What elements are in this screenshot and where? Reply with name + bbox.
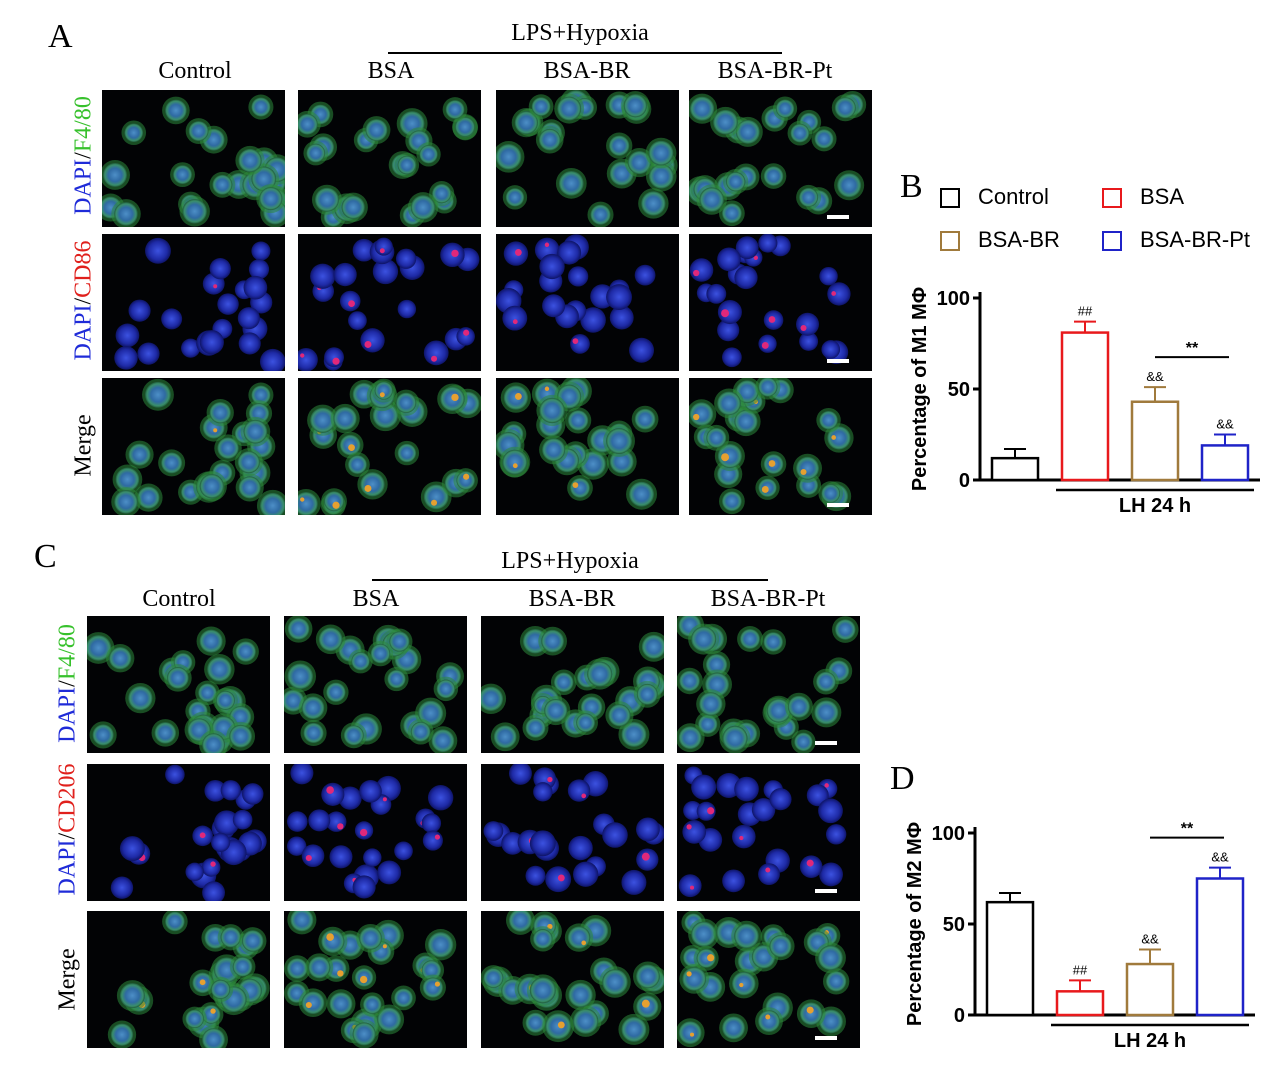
- panel-c-image-cd206-bsa-br-pt: [677, 764, 860, 901]
- legend-label-bsa: BSA: [1140, 184, 1185, 209]
- significance-marker: ##: [1078, 304, 1093, 319]
- group-bracket-label: LH 24 h: [1119, 495, 1191, 517]
- panel-a-row-label-merge: Merge: [70, 414, 97, 477]
- panel-c-col-bsa-br-pt: BSA-BR-Pt: [710, 586, 826, 612]
- panel-c-col-bsa-br: BSA-BR: [528, 586, 616, 612]
- panel-a-col-bsa-br-pt: BSA-BR-Pt: [717, 58, 833, 84]
- panel-c-image-cd206-bsa: [284, 764, 467, 901]
- panel-a-image-merge-bsa: [298, 378, 481, 515]
- y-tick-label: 50: [943, 914, 965, 936]
- significance-marker: &&: [1141, 931, 1159, 946]
- panel-a-image-f480-bsa-br-pt: [689, 90, 872, 227]
- comparison-label: **: [1181, 821, 1194, 838]
- panel-a-image-f480-bsa: [298, 90, 481, 227]
- significance-marker: &&: [1146, 369, 1164, 384]
- y-tick-label: 50: [948, 379, 970, 401]
- chart-m2-svg: 0 50 100 Percentage of M2 MΦ ## && && ** LH 24 h: [904, 821, 1255, 1052]
- panel-c-group-line: [372, 579, 768, 581]
- legend-swatch-bsa-br-pt: [1102, 231, 1122, 251]
- panel-a-image-f480-bsa-br: [496, 90, 679, 227]
- panel-c-image-f480-control: [87, 616, 270, 753]
- bar-control: [990, 456, 1040, 482]
- panel-c-col-control: Control: [142, 586, 216, 612]
- panel-c-col-bsa: BSA: [352, 586, 400, 612]
- panel-d-letter: D: [890, 760, 915, 797]
- significance-marker: ##: [1073, 962, 1088, 977]
- y-tick-label: 0: [954, 1005, 965, 1027]
- panel-a-row-label-cd86: DAPI/CD86: [70, 240, 97, 361]
- panel-c-image-f480-bsa-br-pt: [677, 616, 860, 753]
- panel-c-image-f480-bsa: [284, 616, 467, 753]
- comparison-label: **: [1186, 340, 1199, 357]
- bar-bsa-br-pt: [1200, 444, 1250, 482]
- panel-c-image-cd206-bsa-br: [481, 764, 664, 901]
- panel-a-image-cd86-bsa-br-pt: [689, 234, 872, 371]
- panel-b-letter: B: [900, 168, 923, 205]
- panel-a-image-merge-bsa-br: [496, 378, 679, 515]
- chart-m2: 0 50 100 Percentage of M2 MΦ ## && && ** LH 24 h: [895, 815, 1275, 1060]
- bar-bsa-br-pt: [1195, 877, 1245, 1017]
- panel-a-image-cd86-bsa-br: [496, 234, 679, 371]
- legend-swatch-bsa-br: [940, 231, 960, 251]
- legend-swatch-bsa: [1102, 188, 1122, 208]
- panel-a-col-bsa-br: BSA-BR: [543, 58, 631, 84]
- panel-c-row-label-merge: Merge: [54, 948, 81, 1011]
- y-tick-label: 0: [959, 470, 970, 492]
- significance-marker: &&: [1211, 850, 1229, 865]
- panel-a-col-bsa: BSA: [367, 58, 415, 84]
- y-axis-label: Percentage of M2 MΦ: [904, 822, 926, 1026]
- panel-a-image-merge-control: [102, 378, 285, 515]
- bar-bsa: [1055, 990, 1105, 1017]
- panel-a-group-label: LPS+Hypoxia: [511, 20, 649, 46]
- panel-a-image-cd86-control: [102, 234, 285, 371]
- group-bracket-label: LH 24 h: [1114, 1030, 1186, 1052]
- legend-label-control: Control: [978, 184, 1049, 209]
- panel-a-image-f480-control: [102, 90, 285, 227]
- panel-a-col-control: Control: [158, 58, 232, 84]
- panel-c-image-merge-bsa: [284, 911, 467, 1048]
- panel-a-image-merge-bsa-br-pt: [689, 378, 872, 515]
- panel-c-image-merge-control: [87, 911, 270, 1048]
- panel-c-image-f480-bsa-br: [481, 616, 664, 753]
- y-axis-label: Percentage of M1 MΦ: [909, 287, 931, 491]
- y-tick-label: 100: [932, 823, 965, 845]
- panel-a-letter: A: [48, 18, 73, 55]
- chart-m1: 0 50 100 Percentage of M1 MΦ ## && && ** LH 24 h: [900, 280, 1280, 520]
- panel-c-group-label: LPS+Hypoxia: [501, 548, 639, 574]
- bar-bsa-br: [1125, 962, 1175, 1017]
- bar-bsa: [1060, 331, 1110, 482]
- panel-c-row-label-cd206: DAPI/CD206: [54, 763, 81, 896]
- chart-m1-svg: 0 50 100 Percentage of M1 MΦ ## && && ** LH 24 h: [909, 287, 1260, 517]
- legend-label-bsa-br: BSA-BR: [978, 227, 1060, 252]
- y-tick-label: 100: [937, 288, 970, 310]
- legend-swatch-control: [940, 188, 960, 208]
- bar-control: [985, 900, 1035, 1017]
- panel-c-image-merge-bsa-br-pt: [677, 911, 860, 1048]
- legend: Control BSA BSA-BR BSA-BR-Pt: [940, 180, 1280, 260]
- significance-marker: &&: [1216, 417, 1234, 432]
- panel-c-image-cd206-control: [87, 764, 270, 901]
- legend-label-bsa-br-pt: BSA-BR-Pt: [1140, 227, 1251, 252]
- panel-a-image-cd86-bsa: [298, 234, 481, 371]
- panel-c-letter: C: [34, 538, 57, 575]
- panel-c-image-merge-bsa-br: [481, 911, 664, 1048]
- panel-a-group-line: [388, 52, 782, 54]
- bar-bsa-br: [1130, 400, 1180, 482]
